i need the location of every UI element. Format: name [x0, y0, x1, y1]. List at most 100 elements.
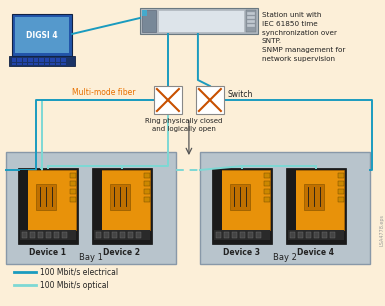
Bar	[288, 170, 344, 230]
Bar	[110, 184, 130, 210]
Bar	[38, 232, 43, 238]
Bar	[144, 197, 150, 202]
Bar	[20, 170, 28, 230]
Bar	[9, 56, 75, 66]
Bar	[200, 152, 370, 264]
Bar	[214, 170, 222, 230]
Bar	[338, 197, 344, 202]
Text: DIGSI 4: DIGSI 4	[26, 31, 58, 39]
Bar	[50, 62, 55, 65]
Bar	[140, 8, 258, 34]
Bar	[240, 232, 245, 238]
Bar	[12, 14, 72, 56]
Bar	[330, 232, 335, 238]
Bar	[136, 232, 141, 238]
Bar	[12, 58, 17, 59]
Bar	[18, 168, 78, 244]
Bar	[104, 232, 109, 238]
Bar	[23, 58, 27, 59]
Bar	[56, 60, 60, 62]
Bar	[62, 232, 67, 238]
Text: Station unit with
IEC 61850 time
synchronization over
SNTP.
SNMP management for
: Station unit with IEC 61850 time synchro…	[262, 12, 345, 62]
Bar	[94, 170, 150, 230]
Bar	[247, 16, 255, 19]
Bar	[304, 184, 324, 210]
Bar	[264, 181, 270, 186]
Bar	[6, 152, 176, 264]
Text: 100 Mbit/s electrical: 100 Mbit/s electrical	[40, 267, 118, 277]
Bar	[96, 232, 101, 238]
Bar	[288, 170, 296, 230]
Bar	[54, 232, 59, 238]
Bar	[322, 232, 327, 238]
Bar	[62, 60, 66, 62]
Bar	[144, 181, 150, 186]
Bar	[306, 232, 311, 238]
Bar	[62, 58, 66, 59]
Bar	[232, 232, 237, 238]
Bar	[264, 189, 270, 194]
Bar	[45, 60, 50, 62]
Bar	[214, 170, 270, 230]
Bar	[34, 58, 38, 59]
Bar	[214, 230, 270, 240]
Bar	[40, 62, 44, 65]
Bar	[196, 86, 224, 114]
Text: Multi-mode fiber: Multi-mode fiber	[72, 88, 136, 96]
Bar	[230, 184, 250, 210]
Text: Bay 1: Bay 1	[79, 252, 103, 262]
Bar	[256, 232, 261, 238]
Bar	[298, 232, 303, 238]
Bar	[338, 173, 344, 178]
Bar	[20, 170, 76, 230]
Bar	[338, 181, 344, 186]
Bar	[120, 232, 125, 238]
Bar	[30, 232, 35, 238]
Bar	[286, 168, 346, 244]
Bar	[17, 62, 22, 65]
Bar	[28, 62, 33, 65]
Bar	[36, 184, 56, 210]
Bar	[94, 170, 102, 230]
Bar	[128, 232, 133, 238]
Bar	[17, 60, 22, 62]
Bar	[314, 232, 319, 238]
Text: Ring physically closed
and logically open: Ring physically closed and logically ope…	[145, 118, 223, 132]
Bar	[338, 189, 344, 194]
Bar	[45, 58, 50, 59]
Bar	[22, 232, 27, 238]
Text: Device 1: Device 1	[30, 248, 67, 256]
Bar	[142, 10, 147, 16]
Text: Switch: Switch	[228, 89, 253, 99]
Bar	[46, 232, 51, 238]
Bar	[17, 58, 22, 59]
Bar	[247, 20, 255, 23]
Bar	[154, 86, 182, 114]
Bar	[28, 58, 33, 59]
Bar	[144, 189, 150, 194]
Text: Device 2: Device 2	[104, 248, 141, 256]
Bar	[50, 58, 55, 59]
Bar	[158, 10, 244, 32]
Bar	[216, 232, 221, 238]
Bar	[62, 62, 66, 65]
Bar	[40, 58, 44, 59]
Bar	[28, 60, 33, 62]
Bar	[20, 230, 76, 240]
Text: 100 Mbit/s optical: 100 Mbit/s optical	[40, 281, 109, 289]
Bar	[248, 232, 253, 238]
Bar	[112, 232, 117, 238]
Text: Device 4: Device 4	[297, 248, 334, 256]
Bar	[15, 17, 69, 53]
Bar	[247, 24, 255, 27]
Bar	[144, 173, 150, 178]
Bar	[40, 60, 44, 62]
Text: Device 3: Device 3	[223, 248, 260, 256]
Text: Bay 2: Bay 2	[273, 252, 297, 262]
Bar	[247, 12, 255, 15]
Text: LSA4778.eps: LSA4778.eps	[379, 214, 384, 246]
Bar	[224, 232, 229, 238]
Bar	[94, 230, 150, 240]
Bar	[290, 232, 295, 238]
Bar	[34, 60, 38, 62]
